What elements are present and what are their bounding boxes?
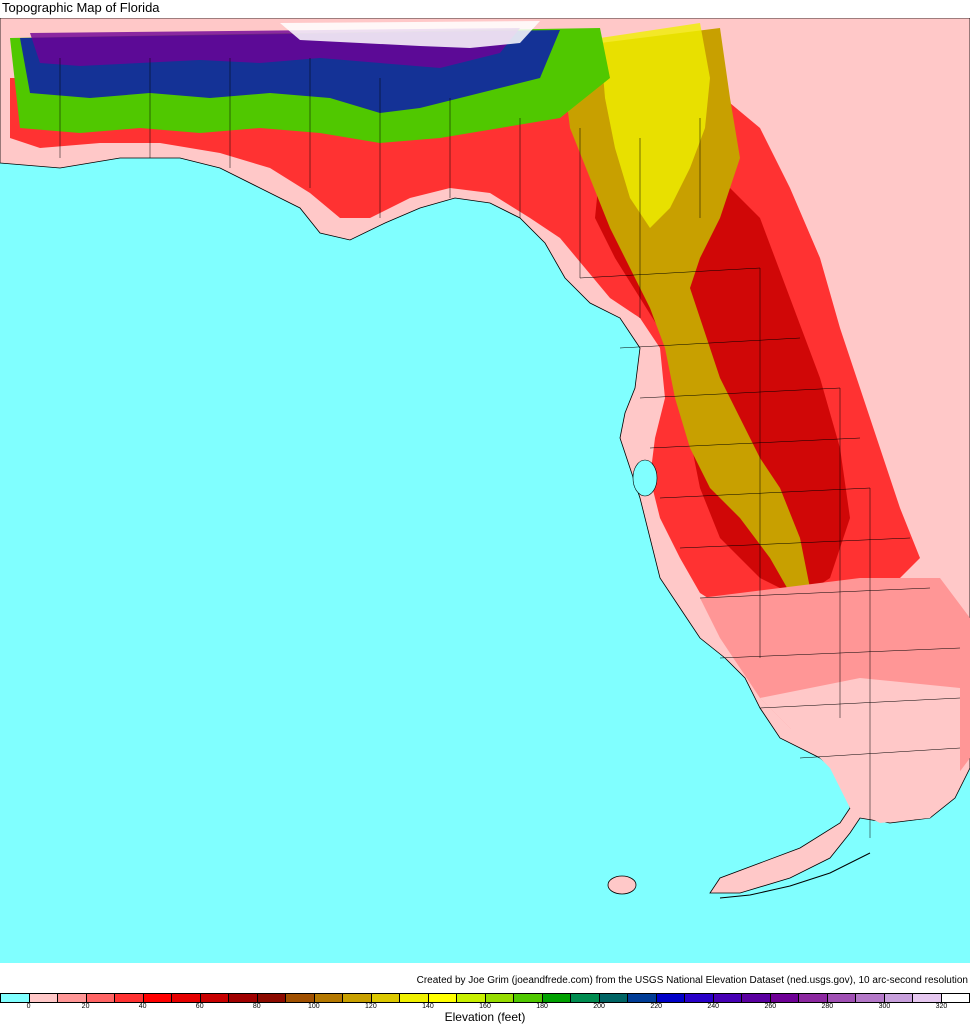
colorbar-swatch [713, 993, 742, 1003]
colorbar-swatch [656, 993, 685, 1003]
colorbar-tick-label: 80 [252, 1003, 261, 1010]
colorbar-swatch [799, 993, 828, 1003]
colorbar-tick-label: 320 [935, 1003, 948, 1010]
colorbar-tick-label: 0 [26, 1003, 31, 1010]
colorbar-swatch [913, 993, 942, 1003]
colorbar-tick-label: 220 [650, 1003, 663, 1010]
colorbar-swatch [770, 993, 799, 1003]
colorbar-swatch [599, 993, 628, 1003]
colorbar-swatch [200, 993, 229, 1003]
colorbar-swatch [115, 993, 144, 1003]
colorbar-swatch [628, 993, 657, 1003]
colorbar-tick-label: 40 [138, 1003, 147, 1010]
colorbar-swatch [457, 993, 486, 1003]
colorbar-tick-label: 180 [536, 1003, 548, 1010]
colorbar-tick-label: 60 [195, 1003, 204, 1010]
colorbar-tick-label: 160 [479, 1003, 491, 1010]
tampa-bay [632, 459, 658, 497]
florida-topo-map[interactable] [0, 18, 970, 963]
colorbar-tick-label: 300 [878, 1003, 891, 1010]
colorbar-swatch [257, 993, 286, 1003]
colorbar-swatch [314, 993, 343, 1003]
colorbar-tick-label: 20 [81, 1003, 90, 1010]
colorbar-tick-label: 200 [593, 1003, 605, 1010]
colorbar-swatch [856, 993, 885, 1003]
colorbar-swatch [514, 993, 543, 1003]
colorbar-swatch [143, 993, 172, 1003]
colorbar-swatch [428, 993, 457, 1003]
colorbar-ticks: 0 20 40 60 80 100 120 140 160 180 200 220 240 260 280 3… [0, 1003, 970, 1015]
colorbar-swatch [86, 993, 115, 1003]
colorbar-swatch [172, 993, 201, 1003]
county-lines [59, 58, 961, 838]
colorbar-tick-label: 240 [707, 1003, 720, 1010]
colorbar-swatch [371, 993, 400, 1003]
colorbar-swatch [286, 993, 315, 1003]
colorbar-tick-label: 100 [307, 1003, 320, 1010]
panhandle-white [280, 21, 540, 48]
colorbar-tick-label: 140 [422, 1003, 434, 1010]
colorbar-label: Elevation (feet) [444, 1010, 526, 1024]
colorbar-swatch [400, 993, 429, 1003]
credit-text: Created by Joe Grim (joeandfrede.com) fr… [416, 975, 968, 986]
island [607, 875, 637, 895]
colorbar-swatch [485, 993, 514, 1003]
colorbar-swatch [58, 993, 87, 1003]
colorbar-swatch [571, 993, 600, 1003]
colorbar-swatch [542, 993, 571, 1003]
elevation-colorbar [0, 993, 970, 1003]
colorbar-swatch [827, 993, 856, 1003]
colorbar-swatch [0, 993, 30, 1003]
colorbar-swatch [685, 993, 714, 1003]
colorbar-swatch [343, 993, 372, 1003]
colorbar-swatch [29, 993, 58, 1003]
colorbar-tick-label: 120 [365, 1003, 377, 1010]
map-title: Topographic Map of Florida [2, 0, 160, 15]
colorbar-tick-label: 260 [764, 1003, 777, 1010]
colorbar-tick-label: 280 [821, 1003, 834, 1010]
elevation-band-yellow [600, 23, 710, 228]
everglades-pale [760, 678, 960, 823]
colorbar-swatch [229, 993, 258, 1003]
colorbar-swatch [742, 993, 771, 1003]
colorbar-swatch [884, 993, 913, 1003]
colorbar-swatch [941, 993, 970, 1003]
florida-keys [719, 852, 871, 899]
